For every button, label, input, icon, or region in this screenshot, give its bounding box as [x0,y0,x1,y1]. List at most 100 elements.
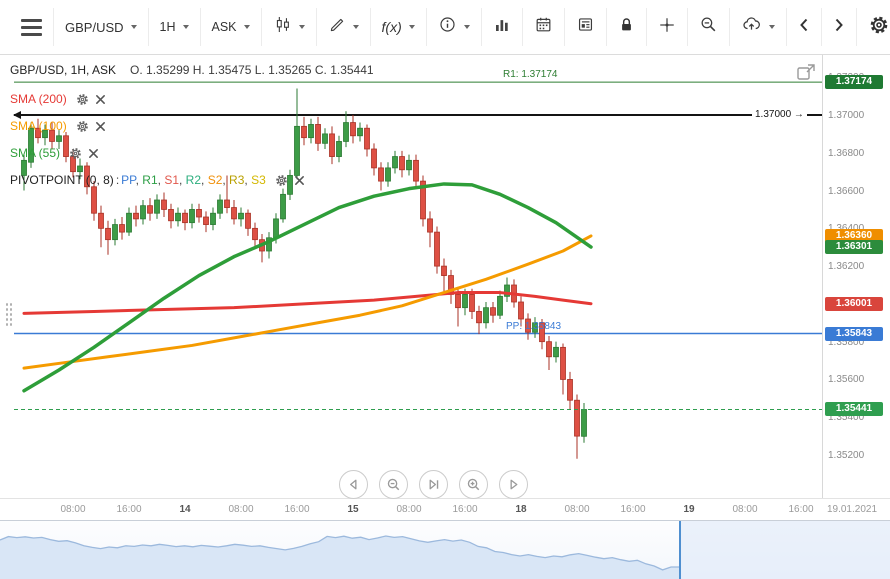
sma-line[interactable] [22,234,593,370]
chart-canvas[interactable]: GBP/USD, 1H, ASK O. 1.35299 H. 1.35475 L… [0,55,890,499]
chart-overview-navigator[interactable] [0,520,890,579]
zoom-button[interactable] [687,8,730,46]
pivot-part-r2: R2 [185,173,202,187]
info-button[interactable] [426,8,482,46]
gear-icon[interactable] [76,93,89,106]
date-label: 19.01.2021 [826,504,878,515]
candle [210,207,216,231]
step-back-button[interactable] [339,470,368,499]
indicators-button[interactable]: f(x) [370,8,427,46]
time-label: 16:00 [116,504,142,515]
candle [336,135,342,163]
candle [63,132,69,163]
chart-nav-controls [339,470,528,499]
axis-badge: 1.37174 [825,75,883,90]
overview-area-chart [0,521,890,579]
expand-chart-button[interactable] [796,63,816,86]
symbol-label: GBP/USD [65,19,124,35]
calendar-icon [534,15,553,39]
candle [525,313,531,340]
close-icon[interactable] [294,175,305,186]
candle [392,150,398,174]
time-label: 15 [347,504,359,515]
indicator-label: SMA (200) [10,92,67,106]
close-icon[interactable] [95,94,106,105]
dropdown-caret-icon [182,25,189,29]
dropdown-caret-icon [130,25,137,29]
candle [532,317,538,338]
time-label: 08:00 [396,504,422,515]
settings-button[interactable] [856,8,890,46]
price-type-select[interactable]: ASK [200,8,262,46]
sma-line[interactable] [22,182,593,393]
sma-line[interactable] [22,291,593,315]
statistics-button[interactable] [481,8,523,46]
menu-button[interactable] [10,8,54,46]
dropdown-caret-icon [243,25,250,29]
candle [497,290,503,320]
time-label: 14 [179,504,191,515]
time-axis[interactable]: 08:00 16:00 14 08:00 16:00 15 08:00 16:00 18 08:0… [0,498,890,520]
gear-icon[interactable] [275,174,288,187]
price-tick: 1.36400 [828,223,864,234]
save-chart-button[interactable] [729,8,787,46]
candle [553,341,559,363]
dropdown-caret-icon [408,25,415,29]
news-button[interactable] [564,8,607,46]
timeframe-select[interactable]: 1H [148,8,201,46]
go-to-latest-button[interactable] [419,470,448,499]
pivot-part-s2: S2 [207,173,223,187]
scroll-left-button[interactable] [786,8,822,46]
candle [56,130,62,150]
axis-badge: 1.36301 [825,240,883,255]
level-label-pivot-r1: R1: 1.37174 [503,69,558,81]
autoplay-button[interactable] [499,470,528,499]
lock-icon [618,16,635,39]
candle [21,154,27,191]
candle [140,200,146,225]
candle [343,111,349,148]
time-label: 08:00 [732,504,758,515]
candle [105,220,111,255]
calendar-button[interactable] [522,8,565,46]
candle [35,118,41,144]
price-tick: 1.36600 [828,185,865,197]
magnifier-minus-icon [699,15,718,39]
chevron-right-icon [833,17,845,38]
candle [567,371,573,410]
candle [385,162,391,187]
price-tick: 1.35400 [828,412,865,424]
draw-tools-button[interactable] [316,8,371,46]
candle [280,188,286,223]
symbol-select[interactable]: GBP/USD [54,8,149,46]
chart-type-button[interactable] [261,8,317,46]
close-icon[interactable] [95,121,106,132]
close-icon[interactable] [88,148,99,159]
price-tick: 1.35600 [828,374,865,386]
crosshair-button[interactable] [646,8,688,46]
candle [189,203,195,229]
candle [315,116,321,151]
scroll-right-button[interactable] [821,8,857,46]
candlestick-chart[interactable] [0,55,890,498]
zoom-in-button[interactable] [459,470,488,499]
gear-icon[interactable] [69,147,82,160]
candle [364,124,370,157]
candle [77,158,83,180]
candle [203,211,209,233]
axis-badge: 1.35843 [825,326,883,341]
candle [42,124,48,146]
dropdown-caret-icon [352,25,359,29]
lock-button[interactable] [606,8,647,46]
candle [371,143,377,176]
gear-icon[interactable] [76,120,89,133]
time-label: 08:00 [228,504,254,515]
indicator-row-pivotpoint: PIVOTPOINT (0, 8) : PP, R1, S1, R2, S2, … [10,170,374,190]
candlestick-chart-icon [273,15,292,39]
zoom-out-button[interactable] [379,470,408,499]
level-label-pivot-pp: PP: 1.35843 [506,320,562,332]
candle [126,207,132,236]
candle [175,207,181,227]
chart-drag-handle[interactable] [5,302,14,328]
price-axis[interactable]: 1.372001.370001.368001.366001.364001.362… [822,55,890,498]
